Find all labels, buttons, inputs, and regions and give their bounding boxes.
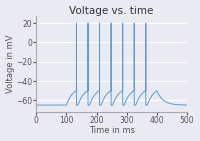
Title: Voltage vs. time: Voltage vs. time [69, 5, 154, 16]
Y-axis label: Voltage in mV: Voltage in mV [6, 35, 15, 93]
X-axis label: Time in ms: Time in ms [89, 126, 135, 136]
